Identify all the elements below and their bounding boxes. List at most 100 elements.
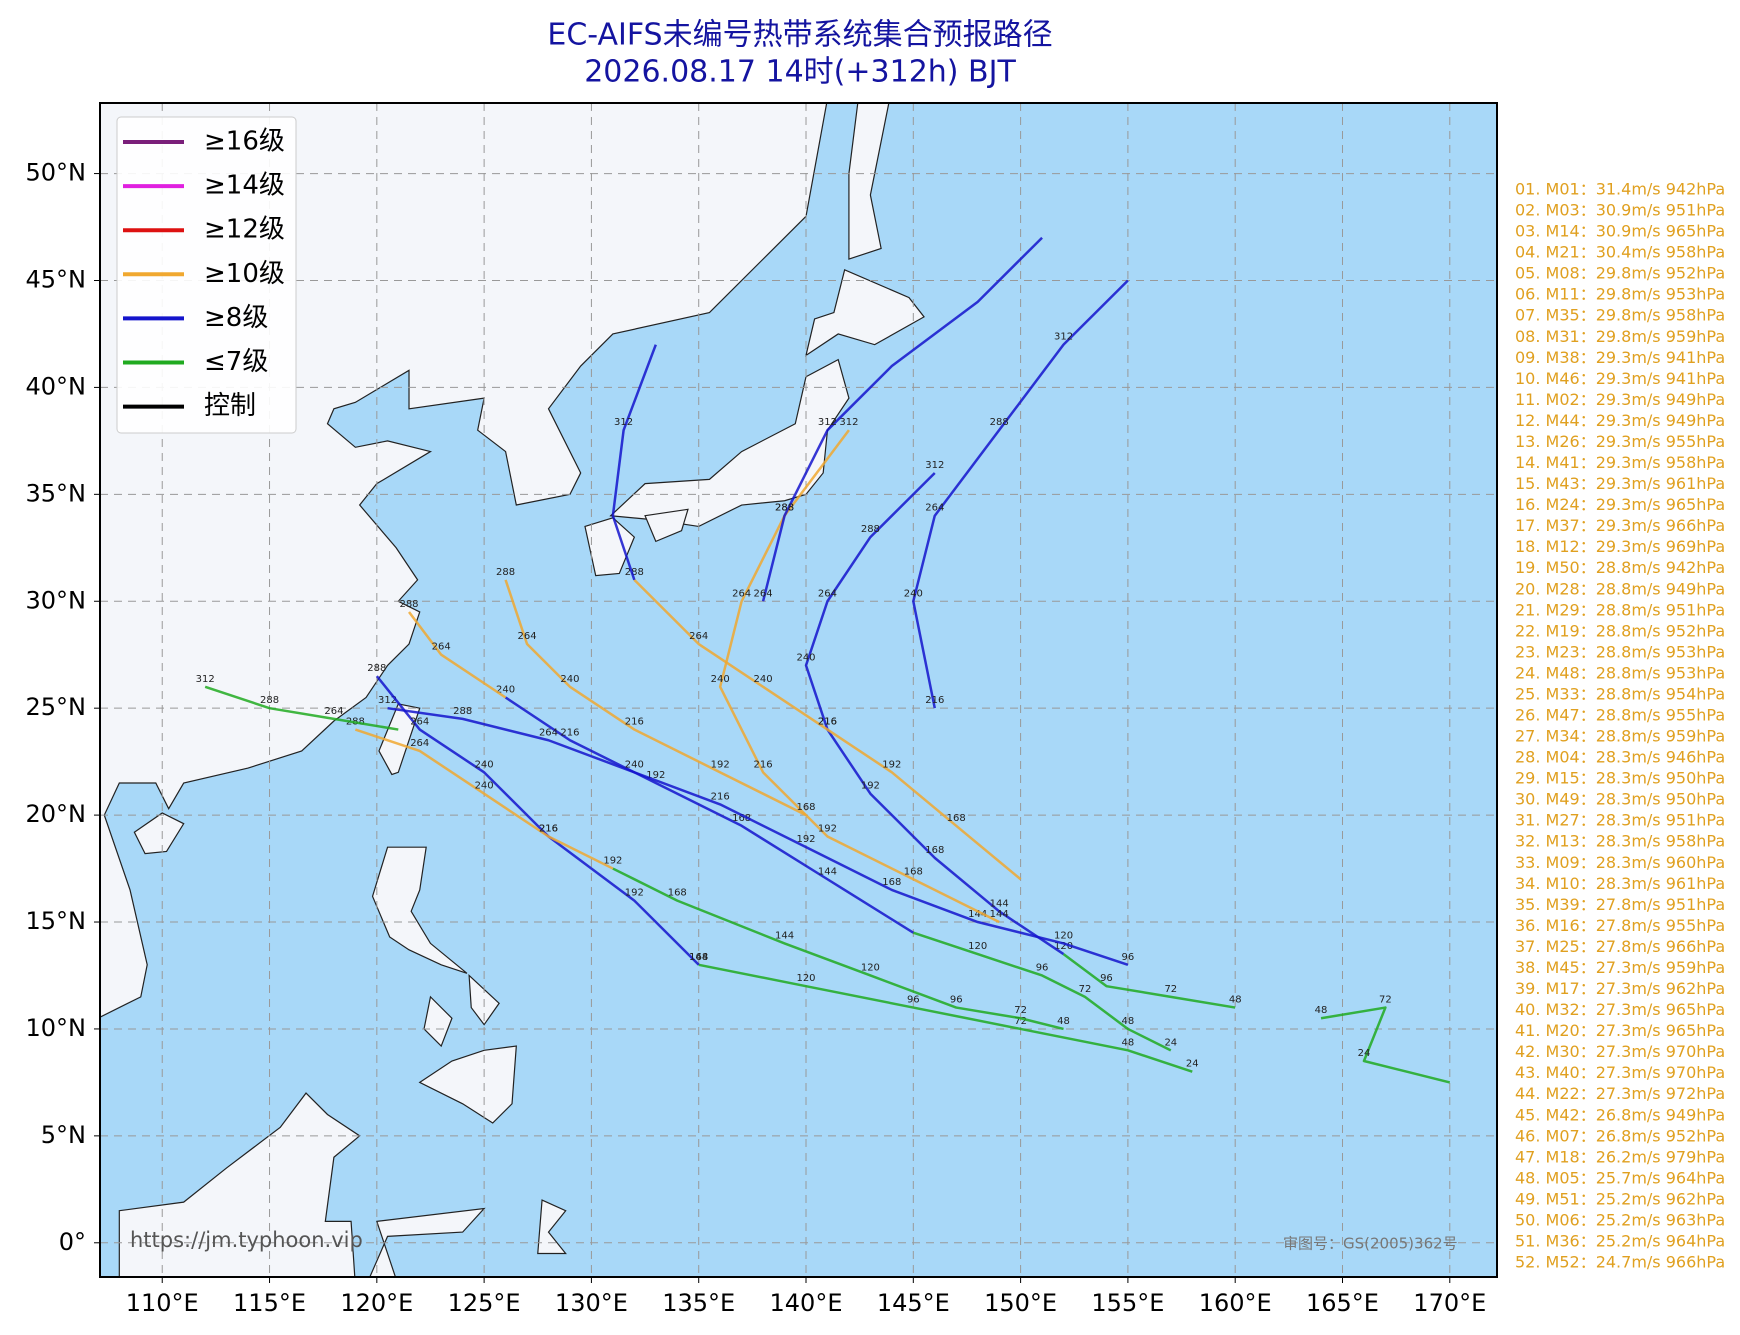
- approval-number: 审图号：GS(2005)362号: [1283, 1235, 1458, 1253]
- y-tick-label: 20°N: [26, 800, 87, 828]
- x-tick-label: 130°E: [555, 1289, 628, 1317]
- member-entry: 24. M48：28.8m/s 953hPa: [1515, 663, 1725, 682]
- member-entry: 31. M27：28.3m/s 951hPa: [1515, 811, 1725, 830]
- hour-label: 192: [796, 834, 815, 845]
- watermark: https://jm.typhoon.vip: [130, 1228, 363, 1252]
- hour-label: 72: [1379, 995, 1392, 1006]
- member-entry: 11. M02：29.3m/s 949hPa: [1515, 390, 1725, 409]
- hour-label: 288: [367, 663, 386, 674]
- member-entry: 49. M51：25.2m/s 962hPa: [1515, 1189, 1725, 1208]
- land-area: [537, 1199, 567, 1255]
- legend-label: ≤7级: [204, 347, 268, 377]
- hour-label: 312: [839, 417, 858, 428]
- hour-label: 144: [689, 952, 708, 963]
- member-list: 01. M01：31.4m/s 942hPa 02. M03：30.9m/s 95…: [1515, 180, 1725, 1272]
- member-entry: 47. M18：26.2m/s 979hPa: [1515, 1147, 1725, 1166]
- hour-label: 312: [196, 674, 215, 685]
- hour-label: 288: [260, 695, 279, 706]
- hour-label: 240: [560, 674, 579, 685]
- member-entry: 27. M34：28.8m/s 959hPa: [1515, 727, 1725, 746]
- hour-label: 144: [990, 898, 1009, 909]
- hour-label: 288: [399, 599, 418, 610]
- track: [354, 728, 614, 870]
- hour-label: 288: [625, 567, 644, 578]
- y-tick-label: 50°N: [26, 159, 87, 187]
- hour-label: 312: [614, 417, 633, 428]
- hour-label: 312: [378, 695, 397, 706]
- hour-label: 168: [882, 877, 901, 888]
- hour-label: 312: [818, 417, 837, 428]
- hour-label: 168: [689, 952, 708, 963]
- land-area: [609, 358, 850, 528]
- hour-label: 96: [1122, 952, 1135, 963]
- y-tick-label: 40°N: [26, 372, 87, 400]
- member-entry: 14. M41：29.3m/s 958hPa: [1515, 453, 1725, 472]
- hour-label: 168: [925, 845, 944, 856]
- member-entry: 12. M44：29.3m/s 949hPa: [1515, 411, 1725, 430]
- hour-label: 48: [1122, 1016, 1135, 1027]
- y-tick-label: 30°N: [26, 586, 87, 614]
- hour-label: 24: [1164, 1037, 1177, 1048]
- hour-label: 264: [324, 706, 343, 717]
- hour-label: 144: [818, 866, 837, 877]
- y-tick-label: 35°N: [26, 479, 87, 507]
- x-tick-label: 145°E: [877, 1289, 950, 1317]
- hour-label: 264: [689, 631, 708, 642]
- hour-label: 72: [1079, 984, 1092, 995]
- member-entry: 01. M01：31.4m/s 942hPa: [1515, 180, 1725, 199]
- member-entry: 40. M32：27.3m/s 965hPa: [1515, 1000, 1725, 1019]
- hour-label: 168: [668, 888, 687, 899]
- x-tick-label: 120°E: [340, 1289, 413, 1317]
- member-entry: 20. M28：28.8m/s 949hPa: [1515, 579, 1725, 598]
- track: [204, 685, 399, 731]
- y-tick-label: 15°N: [26, 907, 87, 935]
- member-entry: 16. M24：29.3m/s 965hPa: [1515, 495, 1725, 514]
- hour-label: 264: [754, 588, 773, 599]
- hour-label: 288: [775, 503, 794, 514]
- track: [375, 675, 700, 966]
- member-entry: 02. M03：30.9m/s 951hPa: [1515, 201, 1725, 220]
- member-entry: 25. M33：28.8m/s 954hPa: [1515, 684, 1725, 703]
- hour-label: 168: [732, 813, 751, 824]
- hour-label: 264: [925, 503, 944, 514]
- hour-label: 264: [432, 642, 451, 653]
- hour-label: 192: [861, 781, 880, 792]
- member-entry: 26. M47：28.8m/s 955hPa: [1515, 706, 1725, 725]
- legend-label: 控制: [204, 391, 256, 421]
- track: [912, 279, 1129, 709]
- x-tick-label: 160°E: [1199, 1289, 1272, 1317]
- legend-label: ≥12级: [204, 215, 285, 245]
- member-entry: 04. M21：30.4m/s 958hPa: [1515, 243, 1725, 262]
- hour-label: 216: [711, 791, 730, 802]
- track: [1062, 953, 1236, 1009]
- legend-label: ≥10级: [204, 259, 285, 289]
- hour-label: 48: [1315, 1005, 1328, 1016]
- x-tick-label: 150°E: [984, 1289, 1057, 1317]
- hour-label: 264: [818, 588, 837, 599]
- member-entry: 18. M12：29.3m/s 969hPa: [1515, 537, 1725, 556]
- x-tick-label: 140°E: [770, 1289, 843, 1317]
- hour-label: 168: [947, 813, 966, 824]
- x-tick-label: 165°E: [1306, 1289, 1379, 1317]
- member-entry: 50. M06：25.2m/s 963hPa: [1515, 1210, 1725, 1229]
- hour-label: 240: [711, 674, 730, 685]
- land-area: [644, 508, 689, 543]
- grid: [100, 103, 1497, 1277]
- track: [611, 344, 657, 581]
- hour-label: 24: [1358, 1048, 1371, 1059]
- hour-label: 216: [818, 717, 837, 728]
- track: [612, 867, 1064, 1031]
- member-entry: 22. M19：28.8m/s 952hPa: [1515, 621, 1725, 640]
- land-area: [371, 846, 468, 974]
- hour-label: 120: [968, 941, 987, 952]
- member-entry: 10. M46：29.3m/s 941hPa: [1515, 369, 1725, 388]
- member-entry: 35. M39：27.8m/s 951hPa: [1515, 895, 1725, 914]
- y-tick-label: 25°N: [26, 693, 87, 721]
- legend-box: [116, 116, 297, 434]
- hour-label: 96: [950, 995, 963, 1006]
- hour-label: 48: [1057, 1016, 1070, 1027]
- member-entry: 15. M43：29.3m/s 961hPa: [1515, 474, 1725, 493]
- member-entry: 38. M45：27.3m/s 959hPa: [1515, 958, 1725, 977]
- x-tick-label: 155°E: [1091, 1289, 1164, 1317]
